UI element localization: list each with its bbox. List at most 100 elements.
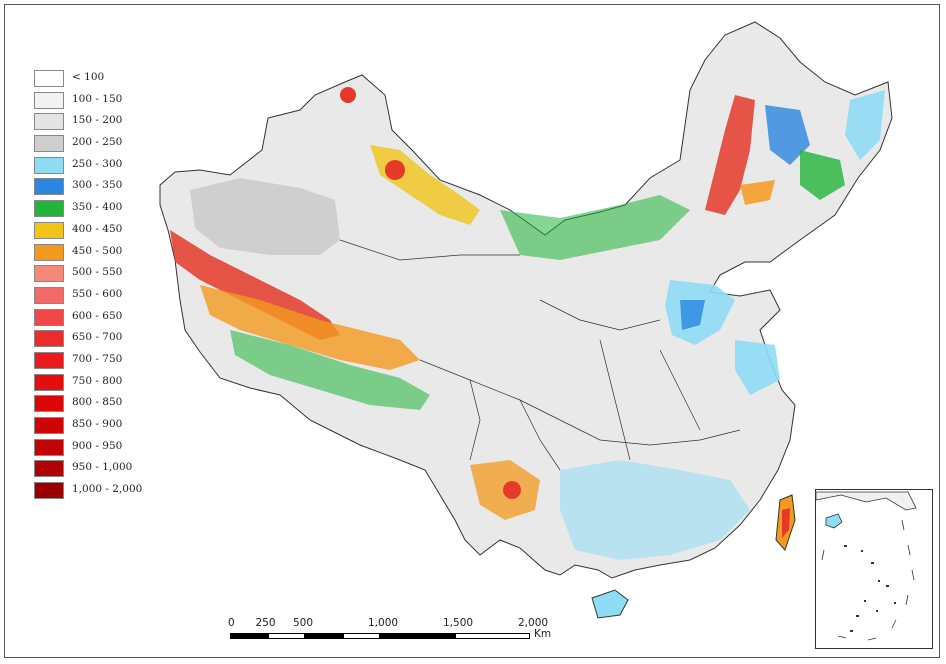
northeast-cyan-zone <box>845 90 885 160</box>
scale-unit: Km <box>534 628 552 640</box>
legend-swatch <box>34 330 64 348</box>
legend-item: 350 - 400 <box>34 198 184 220</box>
legend-swatch <box>34 200 64 218</box>
legend-label: 450 - 500 <box>72 244 123 257</box>
mainland-china-shape <box>159 21 893 579</box>
greater-khingan-zone <box>705 95 755 215</box>
inset-islands <box>844 545 896 632</box>
red-spot-altai <box>340 87 356 103</box>
legend-item: 650 - 700 <box>34 328 184 350</box>
legend-swatch <box>34 286 64 304</box>
legend-swatch <box>34 438 64 456</box>
red-spot-southwest <box>503 481 521 499</box>
legend-swatch <box>34 417 64 434</box>
legend-item: 900 - 950 <box>34 437 184 459</box>
legend-label: 850 - 900 <box>72 418 123 430</box>
legend-swatch <box>34 460 64 478</box>
legend-item: 100 - 150 <box>34 90 184 112</box>
scale-tick-label: 500 <box>293 617 314 629</box>
legend-label: 150 - 200 <box>72 114 123 127</box>
south-china-sea-inset <box>815 489 933 649</box>
scale-tick-label: 1,000 <box>368 617 399 629</box>
legend-item: 850 - 900 <box>34 415 184 437</box>
scale-segment <box>267 633 305 639</box>
red-spot-tianshan <box>385 160 405 180</box>
hainan-island <box>591 589 629 619</box>
legend-label: 550 - 600 <box>72 287 123 300</box>
legend-item: 700 - 750 <box>34 350 184 372</box>
legend-swatch <box>34 265 64 283</box>
legend-label: 800 - 850 <box>72 396 123 409</box>
inset-boundary-dashes <box>821 519 915 641</box>
province-boundaries <box>339 239 741 471</box>
legend-item: 950 - 1,000 <box>34 458 184 480</box>
scale-segment <box>230 633 268 639</box>
legend-swatch <box>34 221 64 239</box>
legend-item: 1,000 - 2,000 <box>34 480 184 502</box>
scale-tick-label: 1,500 <box>443 617 474 629</box>
legend-item: 400 - 450 <box>34 220 184 242</box>
legend-item: 250 - 300 <box>34 155 184 177</box>
inset-coastline <box>815 491 917 511</box>
legend-item: < 100 <box>34 68 184 90</box>
legend-label: 950 - 1,000 <box>72 461 133 474</box>
legend-swatch <box>34 135 64 153</box>
legend-swatch <box>34 395 64 413</box>
legend-swatch <box>34 113 64 131</box>
legend-swatch <box>34 308 64 326</box>
northeast-green-zone <box>800 150 845 200</box>
scale-segment <box>305 633 343 639</box>
legend-label: 500 - 550 <box>72 266 123 279</box>
legend-item: 450 - 500 <box>34 242 184 264</box>
legend-item: 800 - 850 <box>34 393 184 415</box>
legend: < 100 100 - 150 150 - 200 200 - 250 250 - 30… <box>34 68 184 502</box>
legend-label: 750 - 800 <box>72 374 123 387</box>
legend-label: 700 - 750 <box>72 352 123 365</box>
legend-label: 300 - 350 <box>72 179 123 192</box>
north-band <box>500 195 690 260</box>
basin-region <box>190 178 340 255</box>
legend-swatch <box>34 373 64 391</box>
scale-segment <box>380 633 455 639</box>
legend-label: 100 - 150 <box>72 92 123 105</box>
legend-label: 350 - 400 <box>72 201 123 214</box>
legend-item: 600 - 650 <box>34 307 184 329</box>
legend-label: 1,000 - 2,000 <box>72 483 143 496</box>
northeast-blue-zone <box>765 105 810 165</box>
legend-item: 200 - 250 <box>34 133 184 155</box>
legend-item: 300 - 350 <box>34 176 184 198</box>
legend-label: 400 - 450 <box>72 222 123 235</box>
legend-label: 600 - 650 <box>72 309 123 322</box>
mid-zone-tibet <box>200 285 420 370</box>
legend-swatch <box>34 482 64 500</box>
legend-swatch <box>34 70 64 87</box>
legend-label: 200 - 250 <box>72 136 123 149</box>
yangtze-delta-cyan <box>735 340 780 395</box>
legend-label: 250 - 300 <box>72 157 123 170</box>
legend-item: 500 - 550 <box>34 263 184 285</box>
scale-bar: 0 250 500 1,000 1,500 2,000 Km <box>228 617 552 647</box>
scale-tick-label: 0 <box>228 617 235 629</box>
legend-item: 150 - 200 <box>34 111 184 133</box>
legend-label: 650 - 700 <box>72 331 123 344</box>
green-zone-tibet <box>230 330 430 410</box>
legend-swatch <box>34 351 64 369</box>
south-china-cyan <box>560 460 750 560</box>
legend-swatch <box>34 156 64 174</box>
legend-swatch <box>34 178 64 196</box>
legend-label: < 100 <box>72 71 105 83</box>
scale-segment <box>342 633 380 639</box>
legend-item: 550 - 600 <box>34 285 184 307</box>
taiwan-core <box>782 508 790 538</box>
north-china-blue <box>680 300 705 330</box>
inset-island <box>825 513 843 529</box>
legend-swatch <box>34 91 64 109</box>
northeast-orange-zone <box>740 180 775 205</box>
legend-swatch <box>34 243 64 261</box>
scale-segment <box>455 633 530 639</box>
scale-tick-label: 2,000 <box>518 617 549 629</box>
legend-label: 900 - 950 <box>72 439 123 452</box>
legend-item: 750 - 800 <box>34 372 184 394</box>
scale-tick-label: 250 <box>255 617 276 629</box>
